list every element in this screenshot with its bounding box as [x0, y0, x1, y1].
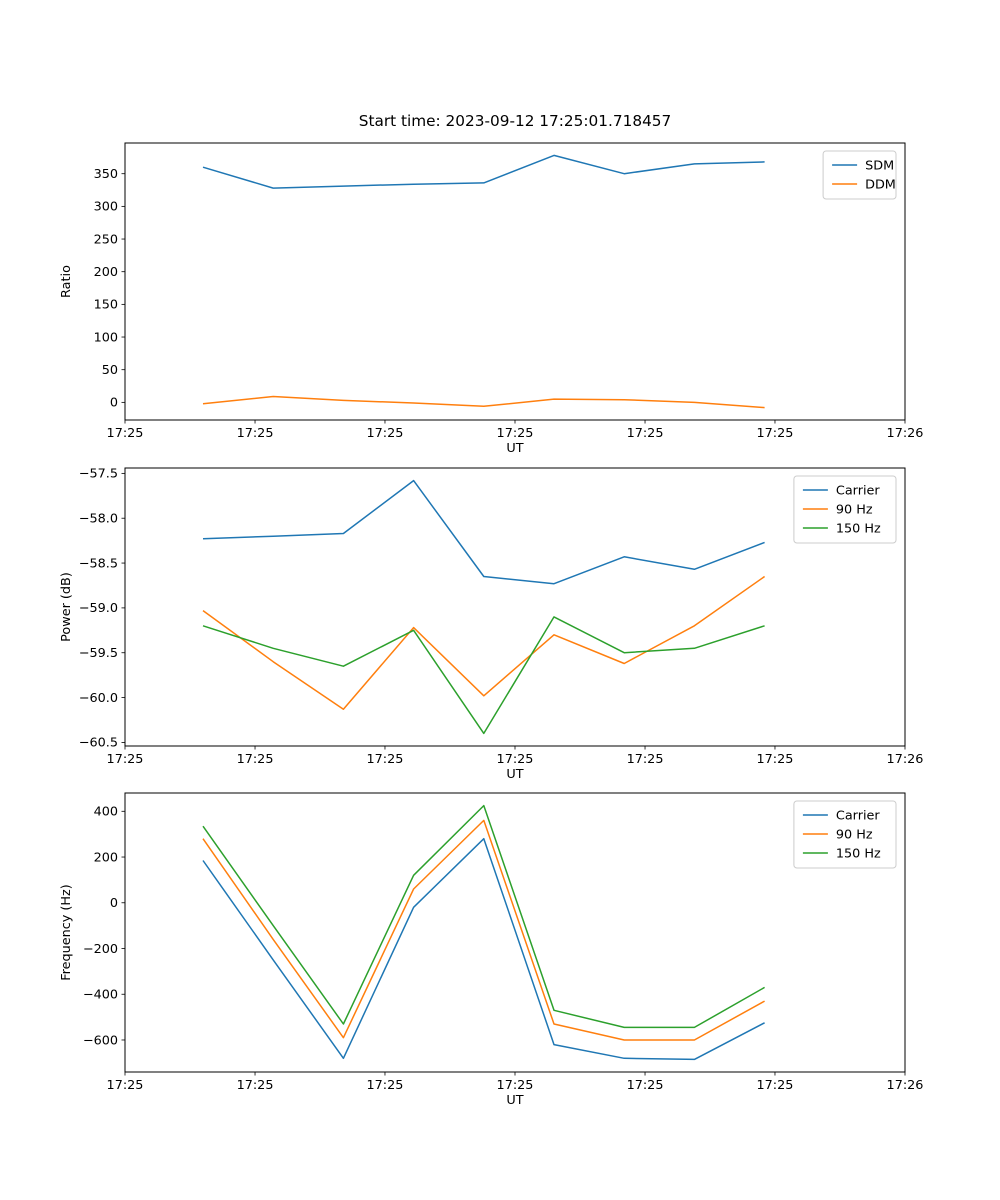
carrier-legend-label: Carrier	[836, 483, 881, 498]
ratio-chart: 17:25 17:25 17:25 17:25 17:25 17:25 17:26 0 50 10…	[59, 142, 924, 456]
ddm-legend-label: DDM	[865, 177, 896, 192]
figure-title: Start time: 2023-09-12 17:25:01.718457	[358, 112, 672, 130]
ddm-line	[202, 395, 765, 409]
legend: Carrier 90 Hz 150 Hz	[793, 800, 897, 869]
x-axis-label: UT	[506, 441, 523, 456]
x-tick-label: 17:25	[367, 752, 404, 767]
y-axis: −600 −400 −200 0 200 400	[83, 805, 125, 1048]
150-hz-line	[202, 616, 765, 735]
x-tick-label: 17:25	[627, 1078, 664, 1093]
90-hz-legend-label: 90 Hz	[836, 827, 873, 842]
x-tick-label: 17:25	[237, 426, 274, 441]
x-tick-label: 17:25	[757, 752, 794, 767]
x-tick-label: 17:25	[107, 1078, 144, 1093]
carrier-line	[202, 479, 765, 585]
x-tick-label: 17:26	[887, 426, 924, 441]
y-axis-label: Frequency (Hz)	[59, 884, 74, 981]
x-tick-label: 17:26	[887, 1078, 924, 1093]
legend: Carrier 90 Hz 150 Hz	[793, 475, 897, 544]
x-axis-label: UT	[506, 767, 523, 782]
x-tick-label: 17:25	[367, 426, 404, 441]
90-hz-line	[202, 819, 765, 1041]
x-tick-label: 17:26	[887, 752, 924, 767]
y-tick-label: −59.5	[79, 646, 118, 661]
150-hz-line	[202, 804, 765, 1029]
y-tick-label: −59.0	[79, 601, 118, 616]
y-tick-label: 150	[94, 298, 118, 313]
legend: SDM DDM	[822, 150, 897, 200]
y-axis-label: Power (dB)	[59, 572, 74, 642]
x-tick-label: 17:25	[627, 752, 664, 767]
y-tick-label: 200	[94, 850, 118, 865]
series-group	[202, 479, 766, 735]
y-tick-label: 250	[94, 232, 118, 247]
y-tick-label: −200	[83, 942, 118, 957]
x-tick-label: 17:25	[497, 1078, 534, 1093]
x-tick-label: 17:25	[367, 1078, 404, 1093]
y-tick-label: −60.0	[79, 691, 118, 706]
y-tick-label: −400	[83, 988, 118, 1003]
y-axis: −60.5 −60.0 −59.5 −59.0 −58.5 −58.0 −57.5	[79, 467, 125, 751]
90-hz-line	[202, 575, 766, 710]
90-hz-legend-label: 90 Hz	[836, 502, 873, 517]
x-tick-label: 17:25	[107, 752, 144, 767]
x-axis: 17:25 17:25 17:25 17:25 17:25 17:25 17:26	[107, 1072, 924, 1093]
y-tick-label: −60.5	[79, 736, 118, 751]
x-axis-label: UT	[506, 1093, 523, 1108]
x-tick-label: 17:25	[237, 752, 274, 767]
x-tick-label: 17:25	[757, 426, 794, 441]
150-hz-legend-label: 150 Hz	[836, 521, 881, 536]
x-tick-label: 17:25	[237, 1078, 274, 1093]
y-tick-label: 200	[94, 265, 118, 280]
y-tick-label: 50	[102, 363, 118, 378]
y-tick-label: −600	[83, 1033, 118, 1048]
x-tick-label: 17:25	[497, 426, 534, 441]
legend-box	[793, 475, 897, 544]
series-group	[202, 804, 765, 1061]
sdm-legend-label: SDM	[865, 158, 894, 173]
carrier-line	[202, 837, 765, 1061]
x-tick-label: 17:25	[757, 1078, 794, 1093]
y-tick-label: 0	[110, 396, 118, 411]
x-tick-label: 17:25	[627, 426, 664, 441]
power-db-chart: 17:25 17:25 17:25 17:25 17:25 17:25 17:26 −60.5…	[59, 467, 923, 782]
y-tick-label: −58.0	[79, 512, 118, 527]
y-tick-label: −58.5	[79, 556, 118, 571]
y-tick-label: 400	[94, 805, 118, 820]
legend-box	[793, 800, 897, 869]
x-axis: 17:25 17:25 17:25 17:25 17:25 17:25 17:26	[107, 420, 924, 441]
y-tick-label: −57.5	[79, 467, 118, 482]
legend-box	[822, 150, 897, 200]
150-hz-legend-label: 150 Hz	[836, 846, 881, 861]
x-tick-label: 17:25	[107, 426, 144, 441]
carrier-legend-label: Carrier	[836, 808, 881, 823]
series-group	[202, 154, 765, 409]
y-tick-label: 350	[94, 167, 118, 182]
y-axis: 0 50 100 150 200 250 300 350	[94, 167, 125, 411]
plot-border	[124, 467, 906, 747]
plot-border	[124, 142, 906, 421]
y-tick-label: 300	[94, 200, 118, 215]
frequency-hz-chart: 17:25 17:25 17:25 17:25 17:25 17:25 17:26−600−…	[59, 792, 924, 1108]
x-axis: 17:25 17:25 17:25 17:25 17:25 17:25 17:26	[107, 746, 924, 767]
x-tick-label: 17:25	[497, 752, 534, 767]
y-axis-label: Ratio	[59, 265, 74, 298]
y-tick-label: 100	[94, 330, 118, 345]
y-tick-label: 0	[110, 896, 118, 911]
sdm-line	[202, 154, 765, 189]
